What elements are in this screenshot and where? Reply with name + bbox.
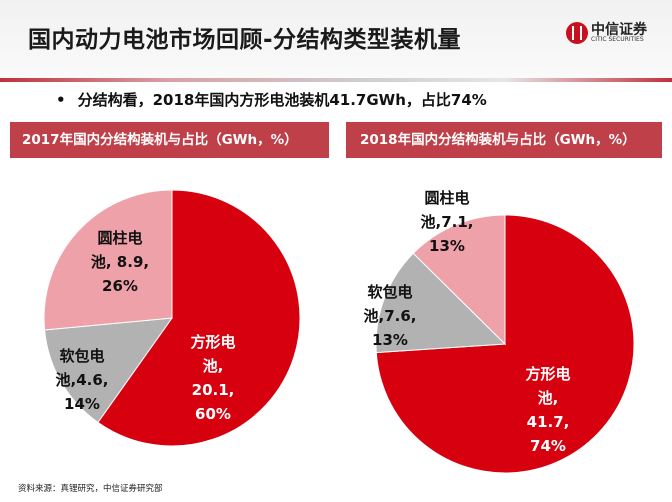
label-2017-pouch: 软包电 池,4.6, 14% (55, 347, 109, 413)
source-note: 资料来源：真锂研究，中信证券研究部 (18, 484, 163, 494)
label-2018-cylindrical: 圆柱电 池,7.1, 13% (420, 189, 474, 255)
pie-slice-2017-pouch (44, 317, 174, 424)
citic-logo: 中信证券 CITIC SECURITIES (566, 22, 647, 44)
pie-slice-2017-cylindrical (43, 189, 173, 331)
label-2018-prismatic: 方形电 池, 41.7, 74% (525, 365, 571, 455)
citic-logo-icon (566, 22, 588, 44)
label-2017-prismatic: 方形电 池, 20.1, 60% (190, 333, 236, 423)
logo-cn: 中信证券 (591, 22, 647, 38)
label-2018-pouch: 软包电 池,7.6, 13% (363, 283, 417, 349)
slide-title: 国内动力电池市场回顾-分结构类型装机量 (28, 27, 462, 53)
pie-slice-2018-cylindrical (412, 214, 506, 346)
slide-header: 国内动力电池市场回顾-分结构类型装机量 中信证券 CITIC SECURITIE… (0, 0, 672, 80)
header-divider (0, 78, 672, 82)
bullet-point: • 分结构看，2018年国内方形电池装机41.7GWh，占比74% (56, 89, 487, 110)
logo-en: CITIC SECURITIES (591, 36, 644, 43)
chart-title-2017: 2017年国内分结构装机与占比（GWh，%） (10, 122, 329, 158)
pie-slice-2017-prismatic (97, 189, 301, 447)
label-2017-cylindrical: 圆柱电 池, 8.9, 26% (90, 229, 150, 295)
pie-slice-2018-pouch (375, 252, 507, 354)
bullet-marker: • (56, 91, 66, 109)
chart-title-2018: 2018年国内分结构装机与占比（GWh，%） (346, 122, 662, 158)
bullet-text: 分结构看，2018年国内方形电池装机41.7GWh，占比74% (77, 91, 487, 109)
